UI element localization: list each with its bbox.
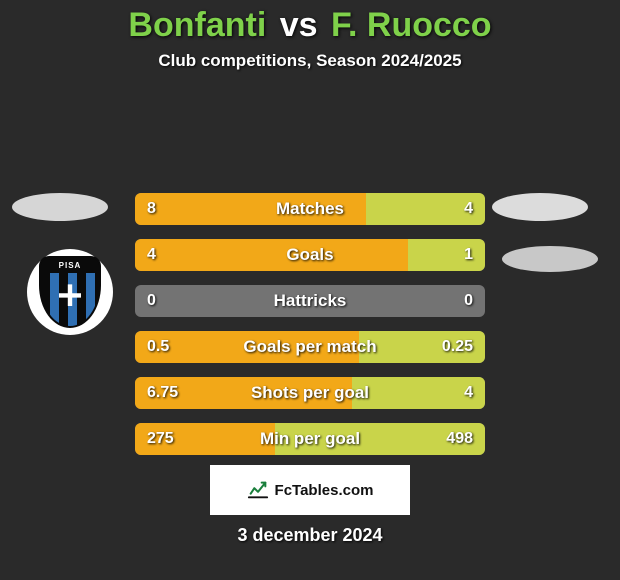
stat-label: Shots per goal [135,377,485,409]
stat-row: Goals4 1 [135,239,485,271]
stat-value-left: 6.75 [147,377,178,409]
stat-label: Goals [135,239,485,271]
stat-row: Matches8 4 [135,193,485,225]
stat-value-left: 0.5 [147,331,169,363]
stat-value-right: 0 [464,285,473,317]
stat-label: Min per goal [135,423,485,455]
brand-attribution: FcTables.com [210,465,410,515]
stat-value-right: 498 [446,423,473,455]
right-player-shadow-1 [492,193,588,221]
title-player2: F. Ruocco [331,6,492,44]
right-player-shadow-2 [502,246,598,272]
stat-label: Matches [135,193,485,225]
stat-row: Goals per match0.5 0.25 [135,331,485,363]
stat-value-left: 0 [147,285,156,317]
snapshot-date: 3 december 2024 [0,525,620,546]
stat-label: Hattricks [135,285,485,317]
stat-value-left: 8 [147,193,156,225]
stat-value-right: 4 [464,377,473,409]
player1-club-badge: PISA [27,249,113,335]
stat-bars-container: Matches84Goals41Hattricks00Goals per mat… [135,193,485,469]
brand-text: FcTables.com [275,482,374,499]
title-vs: vs [280,6,318,44]
pisa-crest-icon: PISA [41,258,99,326]
comparison-title: Bonfanti vs F. Ruocco [0,0,620,45]
stat-value-right: 0.25 [442,331,473,363]
left-player-shadow [12,193,108,221]
stat-row: Hattricks0 0 [135,285,485,317]
comparison-subtitle: Club competitions, Season 2024/2025 [0,51,620,71]
fctables-logo-icon [247,479,269,501]
stat-label: Goals per match [135,331,485,363]
crest-club-text: PISA [41,258,99,273]
stat-row: Shots per goal6.75 4 [135,377,485,409]
stat-value-right: 4 [464,193,473,225]
stat-value-right: 1 [464,239,473,271]
stat-value-left: 275 [147,423,174,455]
stat-value-left: 4 [147,239,156,271]
stat-row: Min per goal275 498 [135,423,485,455]
title-player1: Bonfanti [128,6,266,44]
